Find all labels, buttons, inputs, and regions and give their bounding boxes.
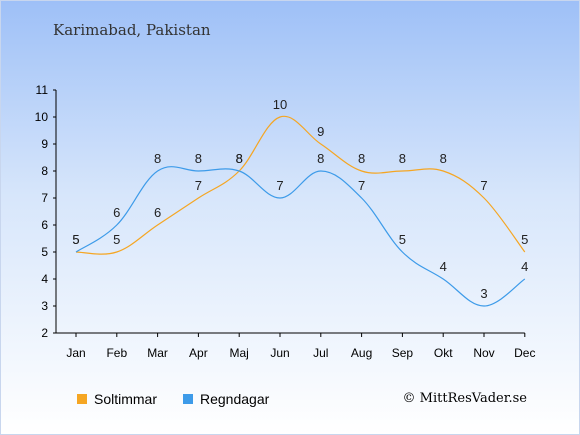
data-label-soltimmar: 8 <box>358 151 365 166</box>
y-tick-label: 5 <box>41 245 48 259</box>
x-tick-label: Nov <box>473 346 494 360</box>
y-tick-label: 8 <box>41 164 48 178</box>
data-label-regndagar: 8 <box>154 151 161 166</box>
series-line-soltimmar <box>75 115 526 255</box>
credit-text: © MittResVader.se <box>402 391 527 406</box>
data-label-regndagar: 5 <box>399 232 406 247</box>
x-tick-label: Mar <box>147 346 168 360</box>
y-tick-label: 3 <box>41 299 48 313</box>
data-label-soltimmar: 5 <box>113 232 120 247</box>
x-tick-label: Feb <box>106 346 127 360</box>
data-label-regndagar: 4 <box>521 259 528 274</box>
x-tick-label: Sep <box>392 346 414 360</box>
legend-item-regndagar: Regndagar <box>183 391 269 407</box>
data-label-soltimmar: 8 <box>440 151 447 166</box>
data-label-soltimmar: 5 <box>521 232 528 247</box>
data-label-soltimmar: 7 <box>195 178 202 193</box>
x-tick-label: Jan <box>66 346 85 360</box>
data-label-soltimmar: 9 <box>317 124 324 139</box>
x-tick-label: Maj <box>230 346 249 360</box>
data-label-soltimmar: 7 <box>480 178 487 193</box>
x-tick-label: Jun <box>270 346 289 360</box>
x-tick-label: Aug <box>351 346 372 360</box>
x-tick-label: Dec <box>514 346 535 360</box>
data-label-regndagar: 8 <box>195 151 202 166</box>
legend-item-soltimmar: Soltimmar <box>77 391 157 407</box>
legend-swatch-soltimmar <box>77 394 87 404</box>
y-tick-label: 11 <box>36 83 49 97</box>
data-label-regndagar: 7 <box>358 178 365 193</box>
data-label-soltimmar: 10 <box>273 97 287 112</box>
data-label-regndagar: 4 <box>440 259 447 274</box>
legend-label-regndagar: Regndagar <box>200 391 270 407</box>
data-label-regndagar: 6 <box>113 205 120 220</box>
legend-label-soltimmar: Soltimmar <box>94 391 158 407</box>
y-tick-label: 2 <box>41 326 48 340</box>
data-label-soltimmar: 5 <box>72 232 79 247</box>
data-label-regndagar: 8 <box>317 151 324 166</box>
series-line-regndagar <box>75 166 526 307</box>
legend-swatch-regndagar <box>183 394 193 404</box>
data-label-soltimmar: 6 <box>154 205 161 220</box>
y-tick-label: 9 <box>41 137 48 151</box>
y-tick-label: 7 <box>41 191 48 205</box>
x-tick-label: Apr <box>189 346 208 360</box>
data-label-soltimmar: 8 <box>399 151 406 166</box>
data-label-regndagar: 8 <box>236 151 243 166</box>
y-tick-label: 6 <box>41 218 48 232</box>
y-tick-label: 4 <box>41 272 48 286</box>
x-tick-label: Okt <box>434 346 453 360</box>
data-label-soltimmar: 8 <box>236 151 243 166</box>
y-tick-label: 10 <box>35 110 49 124</box>
data-label-regndagar: 3 <box>480 286 487 301</box>
data-label-regndagar: 7 <box>276 178 283 193</box>
x-tick-label: Jul <box>313 346 328 360</box>
data-label-regndagar: 5 <box>72 232 79 247</box>
chart-title: Karimabad, Pakistan <box>53 21 211 39</box>
